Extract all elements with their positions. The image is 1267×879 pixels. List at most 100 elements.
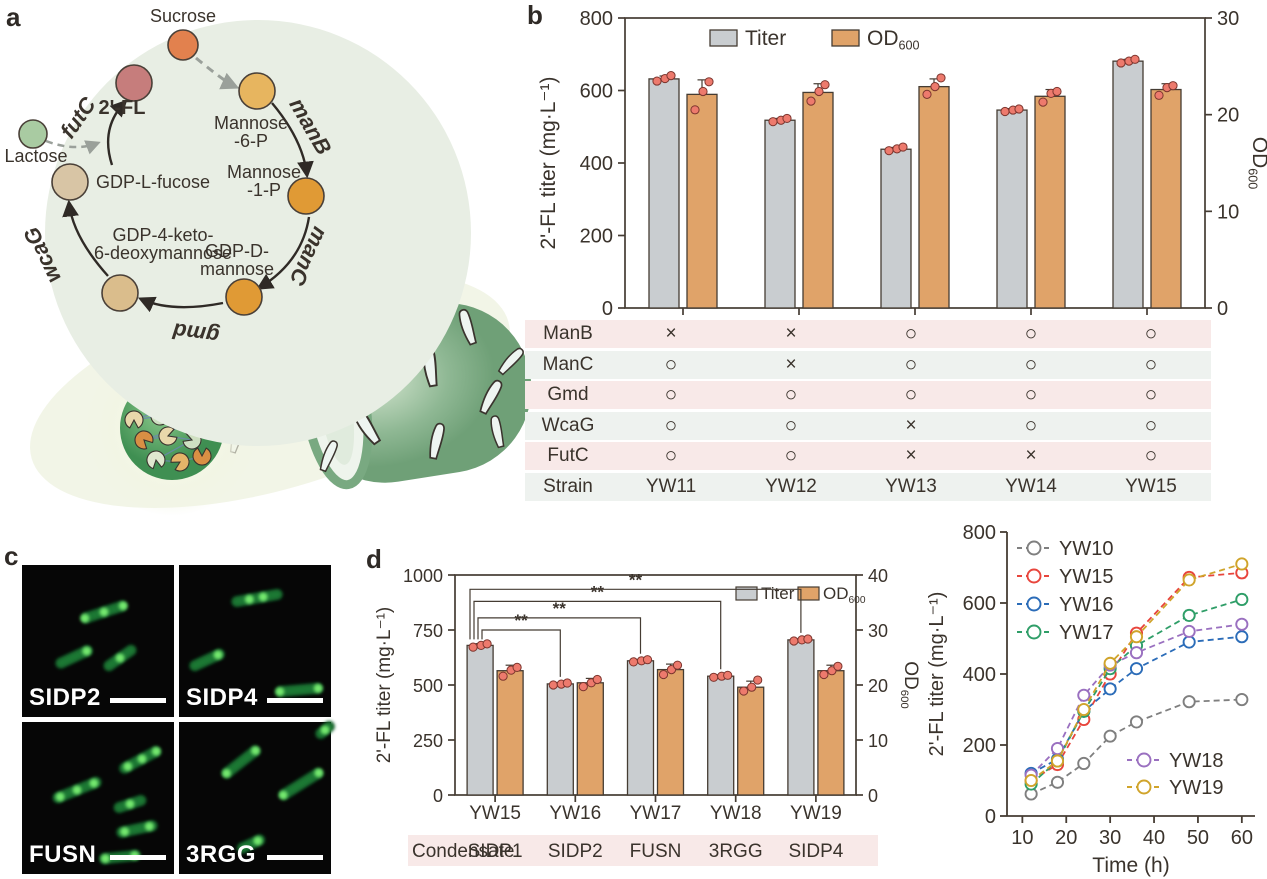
metabolite-node-gdp-l-fucose [51,163,89,201]
table-cell: ○ [1144,322,1158,345]
bacterium-rod [103,644,137,672]
replicate-dot [922,89,932,99]
condensate-punctum [89,778,99,788]
condensate-name: SIDP4 [788,841,843,862]
table-cell: ○ [1144,444,1158,467]
replicate-dot [658,669,669,680]
flagellum-icon [429,422,445,460]
legend-marker [1026,568,1042,584]
replicate-dot [666,71,676,81]
metabolite-node-gdp-d-mannose [225,278,263,316]
table-row-gmd: Gmd ○ ○ ○ ○ ○ [525,381,1211,409]
replicate-dot [562,678,572,688]
replicate-dot [739,686,749,696]
replicate-dot [512,662,522,673]
legend-swatch-od [797,586,820,601]
x-tick-label: 10 [1011,827,1033,849]
replicate-dot [789,636,799,646]
condensate-punctum [115,653,125,663]
fluorescence-image [189,588,323,698]
legend-label-yw16: YW16 [1059,594,1113,616]
significance-label: ** [553,599,567,618]
replicate-dot [1014,104,1024,114]
table-cell: ○ [1024,413,1038,437]
table-cell: ○ [904,322,918,345]
scale-bar [267,855,323,860]
legend-marker [1026,596,1042,612]
replicate-dot [803,634,813,644]
marker-yw10 [1235,693,1249,707]
enzyme-pacman-icon [170,452,190,472]
legend-label: OD600 [867,27,920,53]
y-left-tick-label: 750 [413,621,443,641]
strain-bar-chart: 0 200 400 600 800 0 10 20 30 2'-FL titer (mg·L⁻¹)… [537,8,1267,320]
marker-yw10 [1050,775,1065,789]
condensate-punctum [253,836,263,846]
replicate-dot [642,655,653,665]
table-row-wcag: WcaG ○ ○ × ○ ○ [525,411,1211,440]
metabolite-label-lactose: Lactose [4,146,67,166]
scale-bar [110,698,166,703]
flagellum-icon [319,440,338,473]
marker-yw19 [1024,773,1038,788]
table-cell: ○ [664,383,678,406]
legend-swatch-titer [709,29,738,47]
metabolite-label-sucrose: Sucrose [150,6,216,26]
condensate-punctum [314,768,324,778]
replicate-dot [1116,58,1126,68]
metabolite-label-gdp-4-keto-6-deoxymannose: 6-deoxymannose [94,243,232,263]
bar-titer-YW16 [546,683,574,796]
table-cell: × [665,323,677,344]
replicate-dot [709,672,719,682]
y-axis-label: 2'-FL titer (mg·L⁻¹) [926,592,948,757]
condensate-name: SIDP1 [468,841,523,862]
reaction-arrow [137,296,224,313]
table-cell: ○ [1144,413,1158,437]
y-axis-label-left: 2'-FL titer (mg·L⁻¹) [537,77,560,250]
bar-titer-YW12 [764,119,796,309]
significance-label: ** [591,582,605,601]
metabolite-label-gdp-l-fucose: GDP-L-fucose [96,172,210,192]
significance-label: ** [629,570,643,589]
y-left-tick-label: 0 [433,786,443,806]
enzyme-pacman-icon [192,447,212,466]
replicate-dot [819,669,829,680]
row-label: ManB [543,323,593,344]
legend-label-yw15: YW15 [1059,566,1113,588]
enzyme-pacman-icon [124,410,144,429]
x-tick-label: 50 [1187,827,1209,849]
marker-yw19 [1050,754,1065,768]
bar-titer-YW15 [1112,60,1144,309]
table-cell: × [785,353,797,375]
replicate-dot [814,86,824,97]
y-axis-label-right: OD600 [1245,137,1267,190]
condensate-punctum [278,790,288,800]
replicate-dot [782,113,792,124]
legend-label: Titer [745,27,786,50]
flagellum-icon [458,308,478,346]
bar-od600-YW19 [817,670,845,796]
replicate-dot [672,660,683,670]
table-cell: YW15 [1125,475,1177,497]
replicate-dot [628,657,639,667]
y-left-tick-label: 200 [580,226,613,248]
metabolite-node-mannose-6-p [238,72,276,110]
bacterium-rod [275,682,323,698]
replicate-dot [1000,106,1010,117]
replicate-dot [884,146,894,156]
replicate-dot [690,105,700,115]
bar-titer-YW17 [626,660,655,796]
bar-od600-YW16 [576,682,604,796]
microscopy-label: SIDP2 [29,684,101,711]
marker-yw10 [1077,756,1091,771]
table-cell: ○ [904,352,918,376]
bacterium-rod [315,720,335,740]
marker-yw16 [1103,682,1117,696]
table-cell: ○ [904,383,918,406]
enzyme-pacman-icon [134,430,154,450]
flagellum-icon [497,347,524,376]
panel-label-d: d [366,544,382,574]
table-row-manb: ManB × × ○ ○ ○ [525,320,1211,348]
bacterium-rod [80,600,128,624]
